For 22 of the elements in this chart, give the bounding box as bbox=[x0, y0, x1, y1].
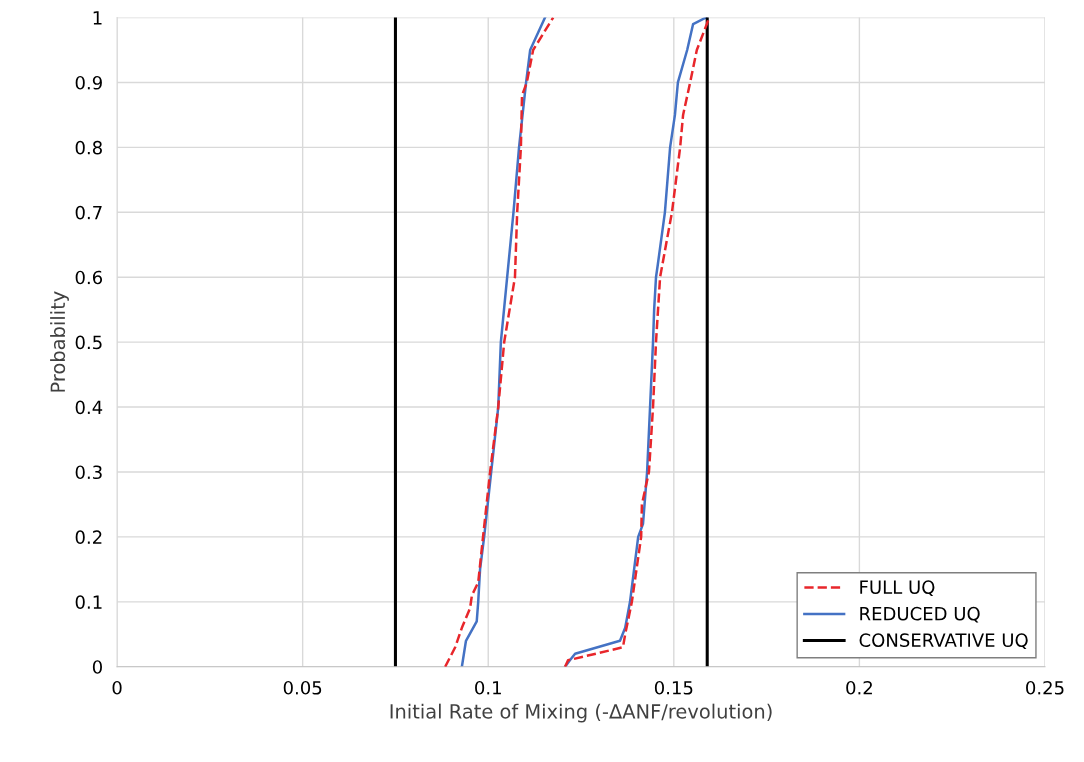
y-tick-label: 0.5 bbox=[75, 335, 102, 350]
y-tick-label: 0.6 bbox=[75, 270, 103, 285]
y-tick-label: 0.7 bbox=[75, 205, 102, 220]
x-tick-label: 0.1 bbox=[475, 680, 501, 695]
y-tick-label: 0.2 bbox=[75, 530, 102, 545]
x-tick-label: 0 bbox=[112, 680, 122, 695]
x-tick-label: 0.15 bbox=[654, 680, 693, 695]
x-tick-label: 0.05 bbox=[283, 680, 322, 695]
legend-label: FULL UQ bbox=[860, 580, 935, 597]
y-tick-label: 0.1 bbox=[75, 595, 102, 609]
y-tick-label: 1 bbox=[93, 11, 102, 25]
y-tick-label: 0 bbox=[92, 660, 102, 674]
legend-label: CONSERVATIVE UQ bbox=[859, 633, 1028, 650]
legend-label: REDUCED UQ bbox=[860, 606, 980, 623]
y-tick-label: 0.3 bbox=[75, 465, 102, 480]
x-tick-label: 0.2 bbox=[846, 680, 872, 695]
y-tick-label: 0.9 bbox=[75, 75, 102, 90]
y-axis-title: Probability bbox=[50, 291, 69, 392]
y-tick-label: 0.4 bbox=[75, 400, 103, 415]
x-axis-title: Initial Rate of Mixing (-ΔANF/revolution) bbox=[390, 703, 772, 723]
x-tick-label: 0.25 bbox=[1026, 680, 1064, 695]
y-tick-label: 0.8 bbox=[75, 140, 102, 155]
